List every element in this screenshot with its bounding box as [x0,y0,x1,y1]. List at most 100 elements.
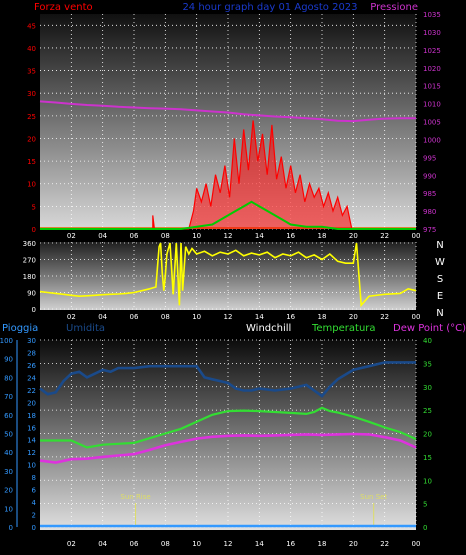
wind-fill [152,120,417,229]
pressure-ytick-1030: 1030 [423,29,441,37]
humidity-ytick-80: 80 [4,374,13,382]
temp-xtick-12: 12 [224,540,233,548]
temp-ytick-30: 30 [423,384,432,392]
temp-ytick-15: 15 [423,454,432,462]
wind-ytick-5: 5 [32,203,36,211]
wind-ytick-20: 20 [27,135,36,143]
humidity-ytick-20: 20 [4,487,13,495]
pressure-ytick-980: 980 [423,208,436,216]
wind-xtick-02: 02 [67,232,76,240]
chart-title: 24 hour graph day 01 Agosto 2023 [182,2,357,13]
humidity-ytick-0: 0 [9,524,13,532]
rain-ytick-18: 18 [27,412,36,420]
wind-ytick-10: 10 [27,181,36,189]
gust-series [40,200,416,230]
dir-xtick-12: 12 [224,313,233,321]
rain-ytick-14: 14 [27,437,36,445]
wind-xtick-00: 00 [412,232,421,240]
wind-xtick-10: 10 [192,232,201,240]
legend-temperature: Temperatura [311,323,376,334]
temp-xtick-06: 06 [130,540,139,548]
pressure-ytick-995: 995 [423,154,436,162]
dir-ytick-360: 360 [23,240,36,248]
pressure-ytick-1020: 1020 [423,65,441,73]
wind-xtick-08: 08 [161,232,170,240]
dir-xtick-08: 08 [161,313,170,321]
humidity-ytick-90: 90 [4,356,13,364]
pressure-ytick-1000: 1000 [423,136,441,144]
wind-ytick-30: 30 [27,90,36,98]
pressure-series [39,100,416,123]
rain-ytick-20: 20 [27,399,36,407]
temp-ytick-25: 25 [423,407,432,415]
dir-xtick-10: 10 [192,313,201,321]
rain-ytick-0: 0 [32,524,36,532]
humidity-series [39,361,416,398]
dir-xtick-20: 20 [349,313,358,321]
pressure-ytick-1015: 1015 [423,83,441,91]
rain-ytick-10: 10 [27,462,36,470]
temp-xtick-22: 22 [380,540,389,548]
humidity-ytick-30: 30 [4,468,13,476]
dir-xtick-16: 16 [286,313,295,321]
wind-xtick-20: 20 [349,232,358,240]
dir-xtick-18: 18 [318,313,327,321]
wind-xtick-14: 14 [255,232,264,240]
temp-ytick-40: 40 [423,337,432,345]
direction-series [39,242,417,308]
wind-ytick-15: 15 [27,158,36,166]
dir-xtick-04: 04 [98,313,107,321]
dir-label-n-bottom: N [436,308,443,319]
humidity-ytick-70: 70 [4,393,13,401]
pressure-ytick-1035: 1035 [423,11,441,19]
dir-xtick-22: 22 [380,313,389,321]
temperature-series [40,406,417,449]
legend-windchill: Windchill [246,323,291,334]
pressure-ytick-985: 985 [423,190,436,198]
wind-xtick-04: 04 [98,232,107,240]
humidity-ytick-10: 10 [4,505,13,513]
rain-ytick-2: 2 [32,512,36,520]
wind-xtick-18: 18 [318,232,327,240]
dir-ytick-180: 180 [23,273,36,281]
dir-xtick-00: 00 [412,313,421,321]
dewpoint-series [39,432,417,464]
rain-ytick-16: 16 [27,424,36,432]
temp-xtick-00: 00 [412,540,421,548]
humidity-ytick-100: 100 [0,337,13,345]
legend-humidity: Umidita [66,323,105,334]
humidity-ytick-40: 40 [4,449,13,457]
sun-set-label: Sun Set [360,493,387,501]
dir-ytick-270: 270 [23,257,36,265]
temp-ytick-5: 5 [423,501,427,509]
pressure-ytick-1010: 1010 [423,101,441,109]
legend-rain: Pioggia [2,323,38,334]
dir-label-e: E [437,291,443,302]
rain-ytick-24: 24 [27,374,36,382]
temp-xtick-08: 08 [161,540,170,548]
rain-ytick-22: 22 [27,387,36,395]
pressure-ytick-975: 975 [423,226,436,234]
legend-dewpoint: Dew Point (°C) [393,323,466,334]
temp-xtick-02: 02 [67,540,76,548]
wind-xtick-16: 16 [286,232,295,240]
temp-ytick-0: 0 [423,524,427,532]
humidity-ytick-50: 50 [4,431,13,439]
wind-ytick-45: 45 [27,22,36,30]
temp-xtick-14: 14 [255,540,264,548]
wind-ytick-40: 40 [27,45,36,53]
wind-xtick-12: 12 [224,232,233,240]
dir-xtick-02: 02 [67,313,76,321]
dir-label-n-top: N [436,240,443,251]
rain-ytick-6: 6 [32,487,37,495]
wind-axis-label: Forza vento [34,2,93,13]
rain-ytick-8: 8 [32,474,36,482]
wind-xtick-06: 06 [130,232,139,240]
pressure-ytick-1005: 1005 [423,119,441,127]
sun-rise-label: Sun Rise [120,493,150,501]
pressure-ytick-990: 990 [423,172,436,180]
dir-label-w: W [435,257,445,268]
dir-ytick-0: 0 [32,306,36,314]
